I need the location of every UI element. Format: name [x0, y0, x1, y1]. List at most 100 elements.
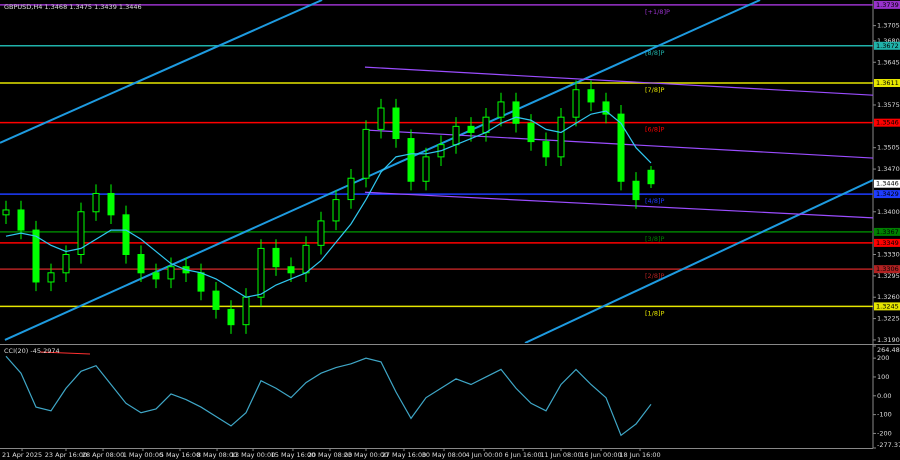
candle-body — [482, 116, 490, 133]
candle-body — [32, 229, 40, 283]
cci-title: CCI(20) -45.2974 — [4, 347, 60, 355]
candle-body — [242, 296, 250, 326]
candle-body — [632, 180, 640, 201]
y-tick-label: 1.3705 — [877, 22, 900, 30]
y-tick-label: 1.3680 — [877, 37, 900, 45]
moving-average — [5, 110, 652, 298]
level-label-box — [874, 227, 900, 236]
level-tag: [2/8]P — [645, 272, 665, 280]
level-label: 1.3739 — [876, 1, 899, 9]
trend-line — [364, 191, 873, 219]
x-tick-label: 8 May 08:00 — [197, 451, 237, 459]
candle-body — [272, 247, 280, 268]
candle-body — [647, 169, 655, 185]
x-tick-label: 13 May 00:00 — [231, 451, 276, 459]
x-tick-label: 4 Jun 00:00 — [465, 451, 502, 459]
candle-body — [212, 290, 220, 310]
x-tick-label: 30 May 08:00 — [422, 451, 467, 459]
price-panel: [+1/8]P [8/8]P [7/8]P [6/8]P [4/8]P [3/8]P [2/… — [0, 0, 873, 343]
level-tag: [+1/8]P — [645, 8, 670, 16]
y-tick-label: 1.3190 — [877, 336, 900, 344]
candle-body — [332, 199, 340, 222]
y-tick-label: 1.3505 — [877, 144, 900, 152]
candle-body — [602, 101, 610, 115]
level-tag: [8/8]P — [645, 49, 665, 57]
candle-body — [557, 116, 565, 158]
x-tick-label: 18 Jun 16:00 — [619, 451, 660, 459]
cci-tick-label: 200 — [877, 354, 889, 362]
candle-body — [17, 209, 25, 231]
candle-body — [167, 266, 175, 280]
cci-tick-label: 264.4853 — [877, 346, 900, 354]
y-tick-label: 1.3225 — [877, 315, 900, 323]
candle-body — [107, 192, 115, 216]
candle-body — [92, 192, 100, 213]
level-tag: [6/8]P — [645, 126, 665, 134]
x-tick-label: 23 Apr 16:00 — [45, 451, 87, 459]
cci-tick-label: -200 — [877, 429, 892, 437]
level-label-box — [874, 238, 900, 247]
x-tick-label: 16 Jun 00:00 — [580, 451, 621, 459]
candle-body — [512, 101, 520, 124]
trend-line — [0, 0, 323, 144]
level-tag: [3/8]P — [645, 235, 665, 243]
level-tag: [7/8]P — [645, 86, 665, 94]
candle-body — [287, 266, 295, 274]
candle-body — [407, 138, 415, 182]
y-tick-label: 1.3330 — [877, 251, 900, 259]
level-tag: [4/8]P — [645, 197, 665, 205]
y-tick-label: 1.3575 — [877, 101, 900, 109]
x-tick-label: 23 May 00:00 — [344, 451, 389, 459]
candle-body — [122, 214, 130, 256]
level-label-box — [874, 41, 900, 50]
cci-tick-label: -277.3772 — [877, 441, 900, 449]
level-label-box — [874, 79, 900, 88]
level-tag: [1/8]P — [645, 309, 665, 317]
cci-tick-label: 0.00 — [877, 392, 891, 400]
cci-line — [5, 355, 652, 437]
level-label: 1.3429 — [876, 190, 899, 198]
price-box — [874, 179, 900, 188]
current-price: 1.3446 — [876, 180, 899, 188]
candle-body — [77, 211, 85, 256]
y-tick-label: 1.3400 — [877, 208, 900, 216]
candle-body — [527, 122, 535, 143]
indicator-marker — [39, 351, 91, 355]
chart-title: GBPUSD,H4 1.3468 1.3475 1.3439 1.3446 — [4, 3, 142, 11]
candle-body — [422, 156, 430, 182]
candle-body — [392, 107, 400, 140]
level-label: 1.3672 — [876, 42, 899, 50]
candle-body — [572, 89, 580, 118]
cci-tick-label: -100 — [877, 411, 892, 419]
candle-body — [152, 272, 160, 280]
candle-body — [542, 141, 550, 158]
level-label: 1.3349 — [876, 239, 899, 247]
candle-body — [137, 254, 145, 274]
trend-line — [524, 179, 873, 343]
level-label-box — [874, 0, 900, 9]
y-tick-label: 1.3645 — [877, 58, 900, 66]
x-tick-label: 11 Jun 08:00 — [540, 451, 581, 459]
level-label: 1.3546 — [876, 119, 899, 127]
x-tick-label: 27 May 16:00 — [382, 451, 427, 459]
candle-body — [617, 113, 625, 182]
level-label: 1.3306 — [876, 265, 899, 273]
level-label: 1.3245 — [876, 302, 899, 310]
trend-line — [364, 66, 873, 96]
candle-body — [347, 177, 355, 201]
level-label-box — [874, 265, 900, 274]
level-label-box — [874, 302, 900, 311]
candle-body — [302, 244, 310, 274]
candle-body — [587, 89, 595, 103]
cci-tick-label: 100 — [877, 373, 889, 381]
candle-body — [227, 308, 235, 326]
candle-body — [2, 209, 10, 216]
candle-body — [467, 125, 475, 133]
candle-body — [497, 101, 505, 118]
candle-body — [362, 128, 370, 179]
x-tick-label: 15 May 16:00 — [271, 451, 316, 459]
candle-body — [452, 125, 460, 146]
x-tick-label: 28 Apr 08:00 — [82, 451, 124, 459]
